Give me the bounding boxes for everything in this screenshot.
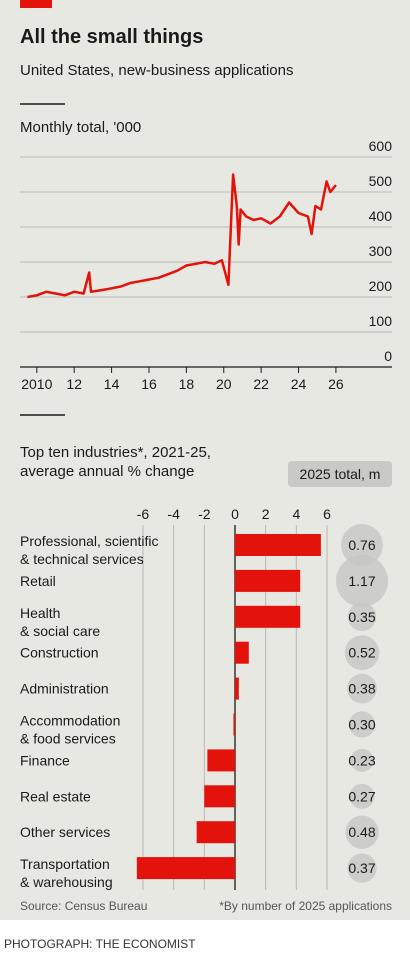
circle-label: 0.38 — [348, 681, 375, 697]
category-label: Retail — [20, 573, 56, 589]
circle-label: 0.37 — [348, 860, 375, 876]
title: All the small things — [20, 26, 203, 48]
category-label: Professional, scientific & technical ser… — [20, 533, 162, 567]
circle-label: 0.52 — [348, 645, 375, 661]
category-label: Transportation & warehousing — [20, 856, 114, 890]
bar — [204, 785, 235, 808]
category-label: Construction — [20, 645, 99, 661]
bar — [196, 821, 235, 844]
category-label: Accommodation & food services — [20, 713, 124, 747]
y-tick-label: 200 — [369, 278, 393, 294]
circle-label: 1.17 — [348, 573, 375, 589]
size-circle — [349, 783, 375, 809]
x-tick-label: -6 — [137, 506, 150, 522]
circle-label: 0.48 — [348, 824, 375, 840]
x-tick-label: 18 — [179, 376, 195, 392]
bar — [235, 677, 239, 700]
size-circle — [336, 554, 388, 607]
category-label: Other services — [20, 824, 110, 840]
circle-label: 0.30 — [348, 717, 375, 733]
x-tick-label: 24 — [291, 376, 307, 392]
category-label: Real estate — [20, 788, 91, 804]
x-tick-label: 14 — [104, 376, 120, 392]
bar — [235, 605, 301, 628]
size-circle — [344, 635, 380, 671]
y-tick-label: 600 — [369, 138, 393, 154]
panel — [0, 0, 410, 920]
circle-legend: 2025 total, m — [300, 466, 381, 482]
size-circle — [348, 711, 376, 738]
y-tick-label: 500 — [369, 173, 393, 189]
bar — [235, 534, 321, 556]
category-label: Administration — [20, 681, 109, 697]
y-tick-label: 300 — [369, 243, 393, 259]
x-tick-label: 0 — [231, 506, 239, 522]
x-tick-label: 12 — [66, 376, 82, 392]
size-circle — [347, 853, 377, 883]
data-line — [27, 173, 337, 299]
red-tag — [20, 0, 52, 8]
subtitle: United States, new-business applications — [20, 62, 294, 79]
y-tick-label: 400 — [369, 208, 393, 224]
bar — [233, 713, 235, 736]
circle-label: 0.23 — [348, 752, 375, 768]
line-chart-title: Monthly total, '000 — [20, 119, 141, 136]
footnote: *By number of 2025 applications — [219, 899, 392, 913]
circle-label: 0.76 — [348, 537, 375, 553]
size-circle — [341, 524, 383, 566]
x-tick-label: 6 — [323, 506, 331, 522]
x-tick-label: 2 — [262, 506, 270, 522]
y-tick-label: 0 — [384, 348, 392, 364]
size-circle — [345, 815, 379, 849]
x-tick-label: -4 — [167, 506, 180, 522]
bar — [136, 857, 235, 880]
x-tick-label: 4 — [292, 506, 300, 522]
source: Source: Census Bureau — [20, 899, 147, 913]
bar-chart-title: Top ten industries*, 2021-25, average an… — [20, 444, 215, 480]
x-tick-label: -2 — [198, 506, 211, 522]
x-tick-label: 20 — [216, 376, 232, 392]
y-tick-label: 100 — [369, 313, 393, 329]
size-circle — [347, 602, 377, 632]
legend-box — [288, 461, 392, 487]
category-label: Finance — [20, 752, 70, 768]
bar — [207, 749, 235, 772]
credit: PHOTOGRAPH: THE ECONOMIST — [4, 937, 196, 951]
x-tick-label: 26 — [328, 376, 344, 392]
size-circle — [350, 748, 374, 772]
circle-label: 0.27 — [348, 788, 375, 804]
x-tick-label: 16 — [141, 376, 157, 392]
x-tick-label: 22 — [253, 376, 269, 392]
circle-label: 0.35 — [348, 609, 375, 625]
bar — [235, 641, 249, 664]
x-tick-label: 2010 — [21, 376, 52, 392]
category-label: Health & social care — [20, 605, 100, 639]
size-circle — [347, 673, 377, 704]
bar — [235, 569, 301, 592]
